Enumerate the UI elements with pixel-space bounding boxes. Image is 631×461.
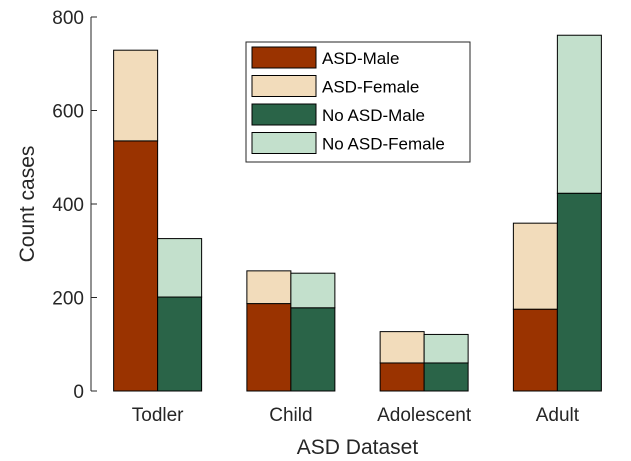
legend-label-no-asd-male: No ASD-Male bbox=[322, 106, 425, 125]
legend-swatch-no-asd-female bbox=[251, 132, 317, 154]
bar-adult-no-asd-female bbox=[556, 34, 602, 194]
x-tick-label-child: Child bbox=[269, 405, 312, 426]
x-tick-label-todler: Todler bbox=[132, 405, 184, 426]
bar-child-asd-male bbox=[246, 303, 292, 392]
legend-label-no-asd-female: No ASD-Female bbox=[322, 135, 445, 154]
y-axis-title: Count cases bbox=[16, 146, 39, 263]
x-ticks: Todler Child Adolescent Adult bbox=[132, 405, 580, 426]
y-tick-label: 400 bbox=[52, 195, 84, 216]
x-tick-label-adult: Adult bbox=[536, 405, 580, 426]
legend-swatch-no-asd-male bbox=[251, 103, 317, 126]
y-tick-label: 0 bbox=[73, 382, 84, 403]
x-axis-title: ASD Dataset bbox=[297, 436, 419, 459]
legend-swatch-asd-female bbox=[251, 75, 317, 97]
legend-swatch-asd-male bbox=[251, 46, 317, 69]
bars-layer bbox=[113, 34, 602, 392]
bar-todler-no-asd-female bbox=[157, 238, 203, 298]
bar-todler-no-asd-male bbox=[157, 296, 203, 392]
bar-adult-asd-male bbox=[512, 308, 558, 392]
bar-adolescent-asd-female bbox=[379, 331, 425, 364]
bar-todler-asd-female bbox=[113, 49, 159, 142]
bar-child-no-asd-female bbox=[290, 272, 336, 309]
bar-adult-no-asd-male bbox=[556, 192, 602, 392]
y-tick-label: 600 bbox=[52, 102, 84, 123]
bar-adolescent-asd-male bbox=[379, 362, 425, 392]
legend-label-asd-female: ASD-Female bbox=[322, 78, 419, 97]
legend-label-asd-male: ASD-Male bbox=[322, 49, 399, 68]
bar-child-no-asd-male bbox=[290, 307, 336, 392]
y-tick-label: 200 bbox=[52, 289, 84, 310]
bar-adolescent-no-asd-female bbox=[423, 333, 469, 364]
bar-adolescent-no-asd-male bbox=[423, 362, 469, 392]
x-tick-label-adolescent: Adolescent bbox=[377, 405, 472, 426]
bar-adult-asd-female bbox=[512, 222, 558, 310]
y-ticks: 0 200 400 600 800 bbox=[52, 8, 97, 403]
legend: ASD-Male ASD-Female No ASD-Male No ASD-Fema… bbox=[245, 41, 471, 163]
bar-child-asd-female bbox=[246, 270, 292, 305]
y-tick-label: 800 bbox=[52, 8, 84, 29]
bar-todler-asd-male bbox=[113, 140, 159, 392]
axes-layer: 0 200 400 600 800 Todler Child Adolescent Adult bbox=[52, 8, 579, 426]
